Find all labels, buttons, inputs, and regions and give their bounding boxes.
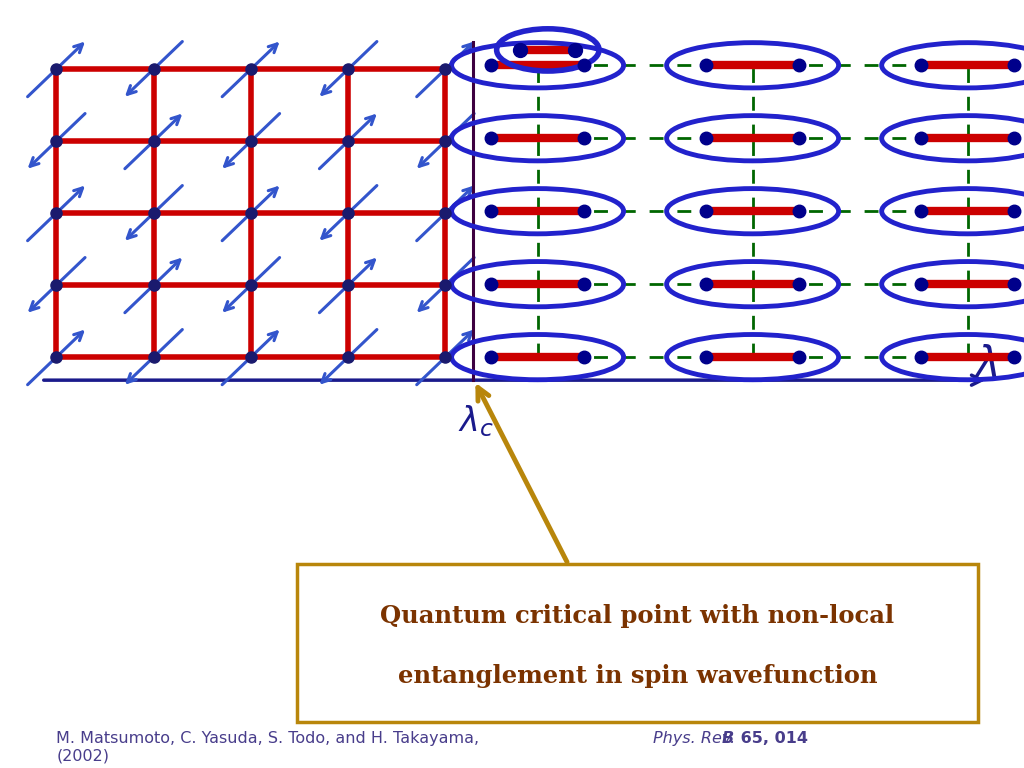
Text: $\lambda_c$: $\lambda_c$: [459, 403, 494, 439]
Text: Quantum critical point with non-local: Quantum critical point with non-local: [380, 604, 895, 628]
Text: $\lambda$: $\lambda$: [974, 344, 998, 386]
Text: M. Matsumoto, C. Yasuda, S. Todo, and H. Takayama,: M. Matsumoto, C. Yasuda, S. Todo, and H.…: [56, 731, 484, 746]
FancyBboxPatch shape: [297, 564, 978, 722]
Text: Phys. Rev.: Phys. Rev.: [653, 731, 735, 746]
Text: B: B: [722, 731, 734, 746]
Text: 65, 014: 65, 014: [735, 731, 808, 746]
Text: (2002): (2002): [56, 749, 110, 764]
Text: entanglement in spin wavefunction: entanglement in spin wavefunction: [397, 664, 878, 688]
